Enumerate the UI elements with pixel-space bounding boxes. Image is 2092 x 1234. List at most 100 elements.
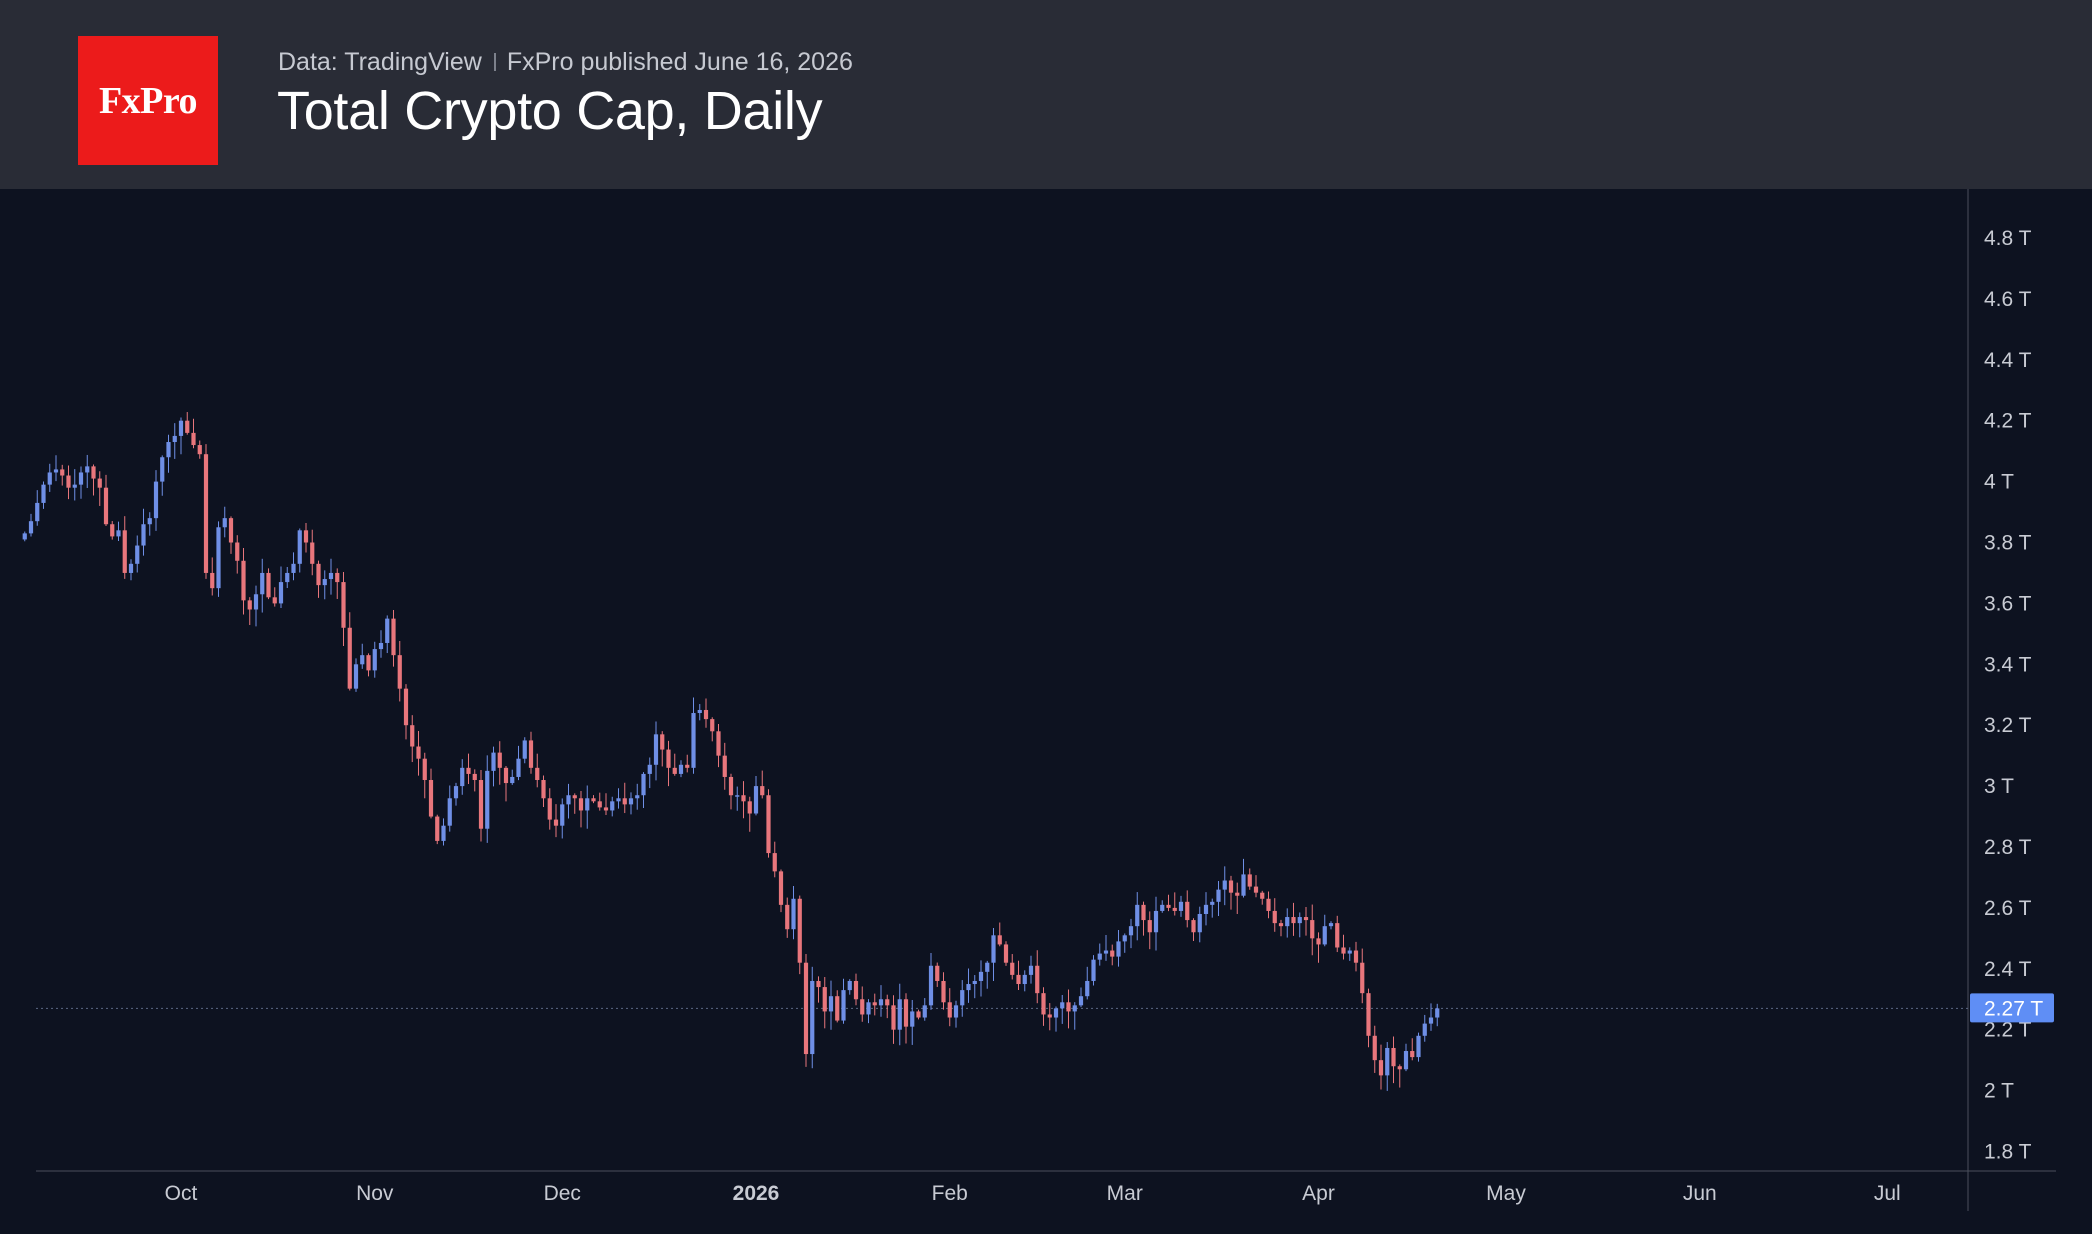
candle-body xyxy=(760,786,765,796)
candle-down xyxy=(935,962,940,987)
candle-body xyxy=(335,572,340,583)
candle-up xyxy=(28,513,34,537)
candle-down xyxy=(572,793,577,814)
candle-up xyxy=(972,975,977,999)
candle-body xyxy=(1422,1023,1427,1036)
candle-up xyxy=(1328,921,1334,930)
candle-body xyxy=(566,795,571,805)
candle-body xyxy=(785,904,790,930)
candle-down xyxy=(310,529,315,576)
candle-down xyxy=(603,793,609,816)
candle-down xyxy=(1410,1038,1415,1061)
candle-body xyxy=(210,572,215,589)
candle-body xyxy=(966,984,971,991)
candle-body xyxy=(1247,874,1252,887)
candle-body xyxy=(972,980,977,985)
candle-down xyxy=(391,609,396,667)
candle-body xyxy=(372,649,377,671)
candle-down xyxy=(1260,890,1265,905)
candle-body xyxy=(1310,920,1315,939)
candle-down xyxy=(435,814,440,845)
y-tick-label: 2.6 T xyxy=(1984,897,2032,920)
candle-down xyxy=(1253,875,1259,898)
candle-down xyxy=(422,752,427,799)
candle-body xyxy=(497,752,502,768)
candle-down xyxy=(1191,918,1196,941)
candle-down xyxy=(1041,987,1046,1026)
candle-up xyxy=(653,721,659,781)
candle-down xyxy=(1047,1003,1052,1031)
candle-up xyxy=(153,470,159,531)
candle-up xyxy=(166,434,171,473)
candle-body xyxy=(160,457,165,482)
candle-up xyxy=(447,785,452,832)
candle-body xyxy=(835,996,840,1021)
x-tick-label: Mar xyxy=(1107,1182,1143,1205)
candle-up xyxy=(516,745,521,781)
candle-up xyxy=(1428,1003,1434,1031)
candle-up xyxy=(297,528,302,573)
candle-body xyxy=(535,767,540,781)
candle-body xyxy=(847,980,852,991)
candle-body xyxy=(72,484,77,488)
candle-body xyxy=(122,530,127,573)
candle-body xyxy=(453,786,459,799)
candle-down xyxy=(1235,882,1240,914)
candle-down xyxy=(1016,960,1021,990)
candle-body xyxy=(1235,892,1240,896)
candle-up xyxy=(928,952,934,1010)
candle-body xyxy=(253,594,259,610)
candle-body xyxy=(428,780,434,817)
candle-up xyxy=(1122,933,1127,953)
y-tick-label: 1.8 T xyxy=(1984,1141,2032,1164)
candle-body xyxy=(66,475,71,488)
candle-body xyxy=(135,545,140,564)
candle-down xyxy=(872,993,877,1016)
candle-body xyxy=(941,980,946,1003)
candle-down xyxy=(197,440,202,459)
candle-body xyxy=(641,773,646,796)
candle-up xyxy=(1403,1043,1409,1072)
candle-down xyxy=(553,804,559,838)
candle-body xyxy=(1303,917,1309,921)
candle-down xyxy=(835,990,840,1023)
candle-down xyxy=(91,464,96,496)
candle-up xyxy=(991,927,996,981)
candle-up xyxy=(922,998,927,1021)
candle-body xyxy=(1060,1002,1065,1009)
candle-body xyxy=(235,542,240,561)
candle-body xyxy=(1297,917,1302,924)
candle-down xyxy=(335,568,340,599)
candles xyxy=(22,412,1440,1091)
candle-down xyxy=(97,471,102,506)
candle-down xyxy=(803,954,809,1067)
candle-down xyxy=(1353,941,1359,972)
candle-up xyxy=(1085,966,1090,1000)
candle-body xyxy=(1385,1047,1390,1076)
candle-body xyxy=(360,655,365,665)
candle-up xyxy=(1135,892,1140,941)
candle-body xyxy=(247,600,252,610)
candle-body xyxy=(1328,923,1334,927)
candle-down xyxy=(1166,894,1171,912)
candle-down xyxy=(272,587,277,607)
candle-up xyxy=(22,531,27,542)
candle-body xyxy=(710,719,715,732)
candle-body xyxy=(1335,923,1340,948)
candle-body xyxy=(485,770,490,829)
candle-body xyxy=(516,758,521,777)
candle-down xyxy=(853,973,859,1006)
candle-body xyxy=(778,871,784,905)
candle-down xyxy=(597,792,602,811)
y-tick-label: 4.2 T xyxy=(1984,410,2032,433)
candle-down xyxy=(578,790,584,828)
candle-body xyxy=(910,1011,915,1027)
candle-body xyxy=(1191,920,1196,933)
candle-body xyxy=(385,618,390,643)
candle-body xyxy=(591,798,596,802)
candle-body xyxy=(478,780,484,829)
candle-up xyxy=(1416,1032,1421,1062)
x-tick-label: 2026 xyxy=(733,1182,780,1205)
candle-down xyxy=(716,723,721,768)
candle-up xyxy=(485,755,490,843)
